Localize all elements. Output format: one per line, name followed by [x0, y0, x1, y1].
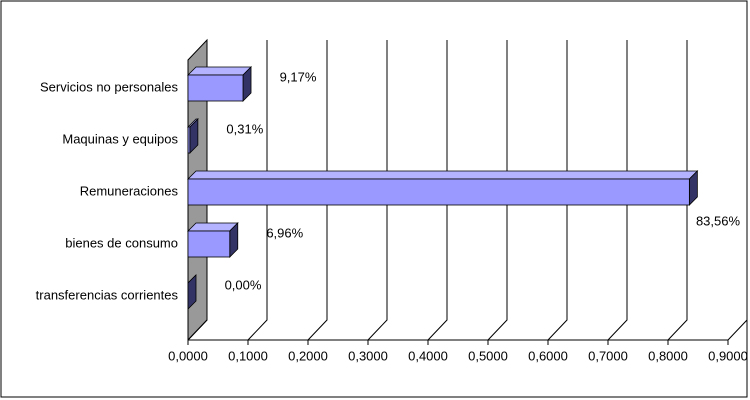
x-tick-label: 0,8000	[648, 348, 688, 363]
grid-line	[187, 40, 208, 341]
y-tick-label: bienes de consumo	[65, 235, 178, 250]
x-tick-label: 0,6000	[528, 348, 568, 363]
y-tick-label: Remuneraciones	[80, 183, 179, 198]
value-label: 0,31%	[226, 121, 263, 136]
grid-line	[367, 40, 388, 341]
bar-top	[187, 66, 252, 76]
grid-line	[607, 40, 628, 341]
bar-side	[187, 274, 197, 310]
x-tick-label: 0,0000	[168, 348, 208, 363]
grid-line	[487, 40, 508, 341]
bar	[187, 230, 231, 258]
y-tick-label: transferencias corrientes	[36, 287, 179, 302]
bar-top	[187, 170, 699, 180]
value-label: 0,00%	[225, 277, 262, 292]
grid-line	[667, 40, 688, 341]
bar-top	[187, 222, 239, 232]
x-tick-label: 0,4000	[408, 348, 448, 363]
grid-line	[547, 40, 568, 341]
grid-line	[727, 40, 748, 341]
bar	[187, 126, 191, 154]
x-tick-label: 0,1000	[228, 348, 268, 363]
grid-line	[307, 40, 328, 341]
value-label: 83,56%	[696, 213, 741, 228]
y-tick-label: Servicios no personales	[40, 79, 179, 94]
value-label: 6,96%	[266, 225, 303, 240]
x-tick-label: 0,7000	[588, 348, 628, 363]
x-tick-label: 0,5000	[468, 348, 508, 363]
grid-line	[247, 40, 268, 341]
y-tick-label: Maquinas y equipos	[62, 131, 178, 146]
grid-line	[427, 40, 448, 341]
x-tick-label: 0,9000	[708, 348, 748, 363]
bar	[187, 74, 244, 102]
value-label: 9,17%	[280, 69, 317, 84]
x-tick-label: 0,2000	[288, 348, 328, 363]
bar	[187, 178, 690, 206]
x-tick-label: 0,3000	[348, 348, 388, 363]
